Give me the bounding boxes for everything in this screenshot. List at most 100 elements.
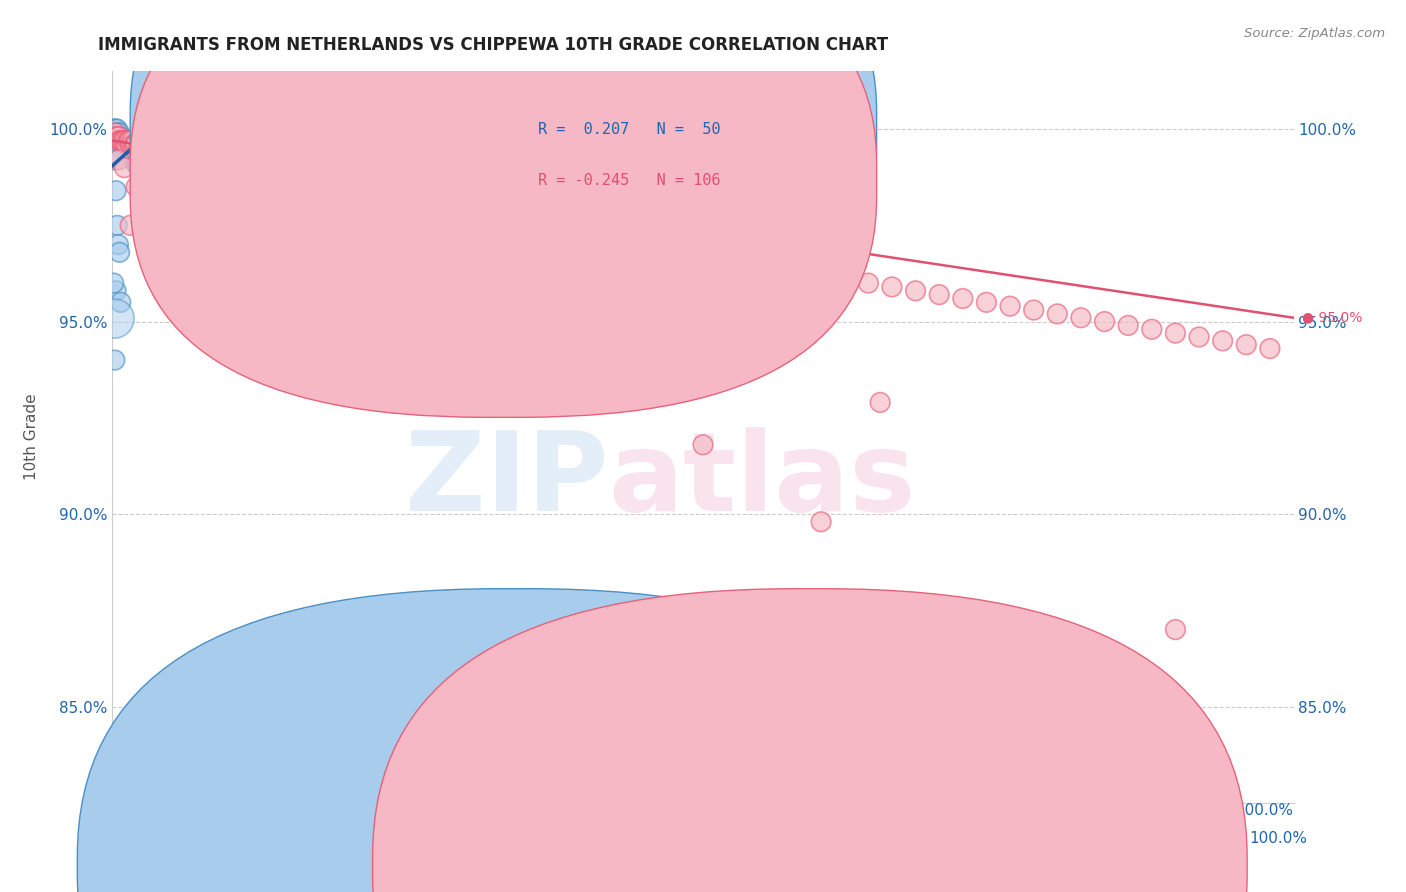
Point <box>114 137 136 152</box>
Point <box>598 234 620 248</box>
Text: atlas: atlas <box>609 427 915 534</box>
Point <box>104 353 127 368</box>
Point <box>135 141 157 155</box>
Point <box>111 134 134 148</box>
Point <box>114 134 136 148</box>
Point <box>1212 334 1234 348</box>
Point <box>1258 342 1281 356</box>
Point <box>104 122 127 136</box>
Point <box>928 607 950 622</box>
Point <box>105 122 128 136</box>
Point <box>179 157 201 171</box>
Point <box>810 515 832 529</box>
Point <box>644 242 666 256</box>
Point <box>254 176 277 190</box>
Point <box>104 126 127 140</box>
Point <box>880 280 903 294</box>
Point <box>160 207 183 221</box>
Point <box>479 214 502 228</box>
Point <box>118 145 141 160</box>
Point <box>117 141 139 155</box>
Text: Source: ZipAtlas.com: Source: ZipAtlas.com <box>1244 27 1385 40</box>
Point <box>122 153 145 167</box>
Point <box>131 141 153 155</box>
Point <box>105 134 128 148</box>
Point <box>208 164 231 178</box>
Point <box>692 438 714 452</box>
Point <box>122 137 145 152</box>
Point <box>110 141 132 155</box>
Point <box>195 234 218 248</box>
Point <box>243 172 266 186</box>
Point <box>396 330 419 344</box>
Point <box>127 141 149 155</box>
Point <box>112 134 135 148</box>
Point <box>1164 623 1187 637</box>
FancyBboxPatch shape <box>131 0 876 366</box>
Point <box>105 219 128 233</box>
Point <box>456 353 478 368</box>
Point <box>112 134 135 148</box>
Point <box>904 284 927 298</box>
Point <box>108 134 131 148</box>
Point <box>110 134 132 148</box>
Point <box>1164 326 1187 340</box>
Point <box>1188 330 1211 344</box>
Y-axis label: 10th Grade: 10th Grade <box>24 393 38 481</box>
Point <box>131 164 153 178</box>
Point <box>550 226 572 240</box>
Point <box>219 169 242 183</box>
Point <box>190 157 212 171</box>
Point <box>361 199 384 213</box>
Point <box>142 145 165 160</box>
Point <box>125 157 148 171</box>
Point <box>574 392 596 406</box>
Point <box>115 137 138 152</box>
Point <box>166 149 188 163</box>
Point <box>111 137 134 152</box>
Point <box>337 195 360 210</box>
Point <box>103 122 125 136</box>
Point <box>112 137 135 152</box>
Point <box>105 129 128 144</box>
Point <box>120 149 142 163</box>
Point <box>1070 310 1092 325</box>
Point <box>105 122 128 136</box>
Point <box>243 292 266 306</box>
Point <box>120 137 142 152</box>
Text: R =  0.207   N =  50: R = 0.207 N = 50 <box>537 121 720 136</box>
Point <box>110 134 132 148</box>
Point <box>302 187 325 202</box>
Point <box>1234 337 1257 351</box>
Point <box>172 153 194 167</box>
Point <box>869 395 891 409</box>
Point <box>120 145 142 160</box>
Point <box>105 284 128 298</box>
Point <box>149 245 172 260</box>
Point <box>112 161 135 175</box>
Point <box>1140 322 1163 336</box>
Point <box>110 129 132 144</box>
Point <box>408 207 430 221</box>
Point <box>104 126 127 140</box>
Point <box>124 137 146 152</box>
Point <box>290 184 312 198</box>
Point <box>105 126 128 140</box>
Point <box>136 141 159 155</box>
Point <box>120 219 142 233</box>
Text: 0.0%: 0.0% <box>112 803 152 818</box>
Text: R = -0.245   N = 106: R = -0.245 N = 106 <box>537 173 720 188</box>
Point <box>858 276 880 290</box>
Text: Immigrants from Netherlands: Immigrants from Netherlands <box>537 859 763 873</box>
Point <box>160 149 183 163</box>
Point <box>278 179 301 194</box>
Point <box>668 245 690 260</box>
Point <box>503 219 526 233</box>
Point <box>319 191 342 205</box>
Point <box>105 184 128 198</box>
Point <box>107 134 129 148</box>
Point <box>432 211 454 225</box>
Point <box>107 126 129 140</box>
Point <box>786 264 808 278</box>
Text: 0.0%: 0.0% <box>98 831 138 846</box>
